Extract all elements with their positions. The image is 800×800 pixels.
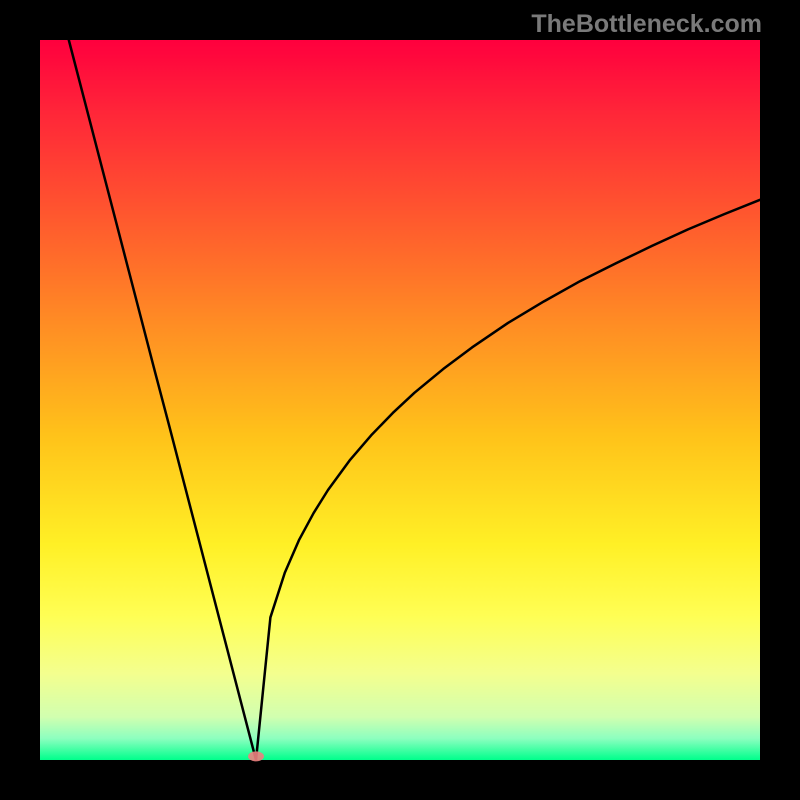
chart-container: TheBottleneck.com	[0, 0, 800, 800]
gradient-plot-area	[40, 40, 760, 760]
watermark-text: TheBottleneck.com	[531, 10, 762, 39]
